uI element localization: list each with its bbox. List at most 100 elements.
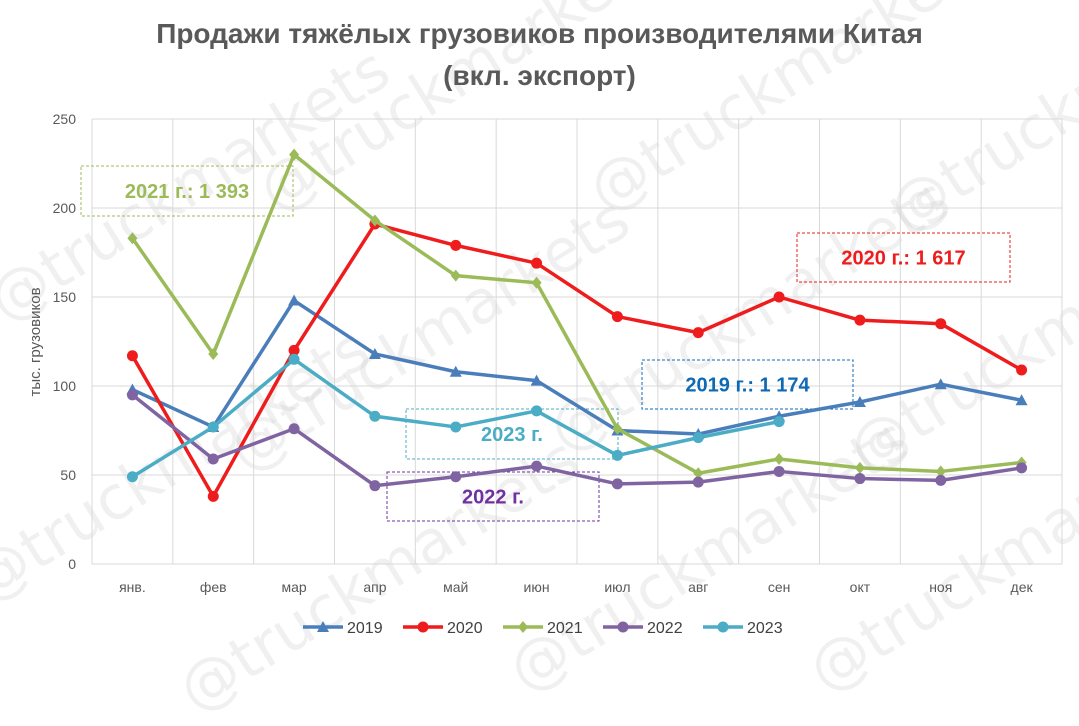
x-tick-label: апр (363, 579, 386, 595)
data-point (369, 214, 380, 227)
series-2021 (127, 148, 1027, 480)
y-tick-label: 200 (53, 200, 77, 216)
data-point (692, 327, 704, 339)
annotation-box (641, 359, 854, 410)
series-layer (126, 148, 1028, 502)
legend-marker (317, 621, 329, 632)
data-point (207, 421, 219, 433)
x-tick-label: авг (688, 579, 708, 595)
data-point (854, 314, 866, 326)
x-tick-label: окт (850, 579, 871, 595)
legend-label: 2019 (347, 620, 383, 637)
y-tick-labels: 0 50 100 150 200 250 (53, 111, 77, 572)
annotation-box (796, 232, 1011, 283)
data-point (854, 461, 865, 474)
legend: 2019 2020 2021 2022 2023 (303, 620, 783, 637)
chart-title: Продажи тяжёлых грузовиков производителя… (156, 18, 923, 49)
data-point (288, 294, 301, 306)
grid-lines (91, 118, 1063, 565)
data-point (288, 423, 300, 435)
legend-label: 2023 (747, 620, 783, 637)
data-point (531, 257, 543, 269)
series-line (131, 298, 1022, 436)
annotation-label: 2020 г.: 1 617 (841, 248, 965, 270)
data-point (126, 389, 138, 401)
legend-label: 2021 (547, 620, 583, 637)
x-tick-label: ноя (929, 579, 952, 595)
data-point (693, 467, 704, 480)
data-point (369, 410, 381, 422)
x-tick-label: фев (200, 579, 227, 595)
legend-item: 2021 (503, 620, 583, 637)
data-point (289, 148, 300, 161)
annotation-label: 2019 г.: 1 174 (685, 375, 810, 397)
y-axis-label: тыс. грузовиков (27, 287, 44, 396)
y-tick-label: 100 (53, 378, 77, 394)
x-tick-label: мар (281, 579, 306, 595)
data-point (531, 460, 543, 472)
series-2020 (126, 218, 1028, 502)
x-tick-label: июн (524, 579, 550, 595)
series-line (131, 393, 1022, 488)
data-point (1016, 364, 1028, 376)
data-point (1016, 462, 1028, 474)
series-2023 (126, 353, 785, 483)
annotation-box (80, 165, 294, 217)
data-point (611, 311, 623, 323)
data-point (773, 291, 785, 303)
legend-label: 2022 (647, 620, 683, 637)
series-2022 (126, 389, 1028, 492)
x-tick-label: дек (1011, 579, 1034, 595)
annotation-label: 2021 г.: 1 393 (125, 181, 249, 203)
data-point (773, 416, 785, 428)
annotations: 2021 г.: 1 393 2020 г.: 1 617 2019 г.: 1 1… (80, 165, 1011, 522)
x-tick-label: июл (604, 579, 630, 595)
data-point (126, 471, 138, 483)
data-point (1015, 394, 1028, 406)
legend-marker (518, 621, 528, 633)
legend-marker (417, 621, 429, 633)
data-point (612, 422, 623, 435)
data-point (773, 465, 785, 477)
legend-item: 2020 (403, 620, 483, 637)
data-point (935, 465, 946, 478)
y-tick-label: 250 (53, 111, 77, 127)
data-point (450, 269, 461, 282)
data-point (288, 353, 300, 365)
data-point (531, 276, 542, 289)
data-point (207, 490, 219, 502)
annotation-label: 2022 г. (462, 487, 524, 509)
data-point (207, 453, 219, 465)
data-point (369, 480, 381, 492)
x-tick-label: сен (768, 579, 791, 595)
data-point (611, 478, 623, 490)
series-line (131, 357, 780, 479)
annotation-label: 2023 г. (481, 424, 543, 446)
legend-item: 2019 (303, 620, 383, 637)
y-tick-label: 0 (68, 556, 76, 572)
x-tick-labels: янв. фев мар апр май июн июл авг сен окт ноя дек (119, 579, 1033, 595)
data-point (935, 474, 947, 486)
legend-label: 2020 (447, 620, 483, 637)
data-point (854, 473, 866, 485)
data-point (449, 365, 462, 377)
data-point (450, 421, 462, 433)
data-point (611, 449, 623, 461)
data-point (530, 374, 543, 386)
legend-item: 2023 (703, 620, 783, 637)
legend-marker (717, 621, 729, 633)
x-tick-label: янв. (119, 579, 146, 595)
data-point (531, 405, 543, 417)
data-point (208, 347, 219, 360)
data-point (450, 239, 462, 251)
data-point (934, 378, 947, 390)
y-tick-label: 150 (53, 289, 77, 305)
legend-marker (617, 621, 629, 633)
data-point (450, 471, 462, 483)
y-tick-label: 50 (60, 467, 76, 483)
chart-subtitle: (вкл. экспорт) (443, 60, 636, 91)
legend-item: 2022 (603, 620, 683, 637)
data-point (368, 347, 381, 359)
data-point (935, 318, 947, 330)
data-point (692, 476, 704, 488)
